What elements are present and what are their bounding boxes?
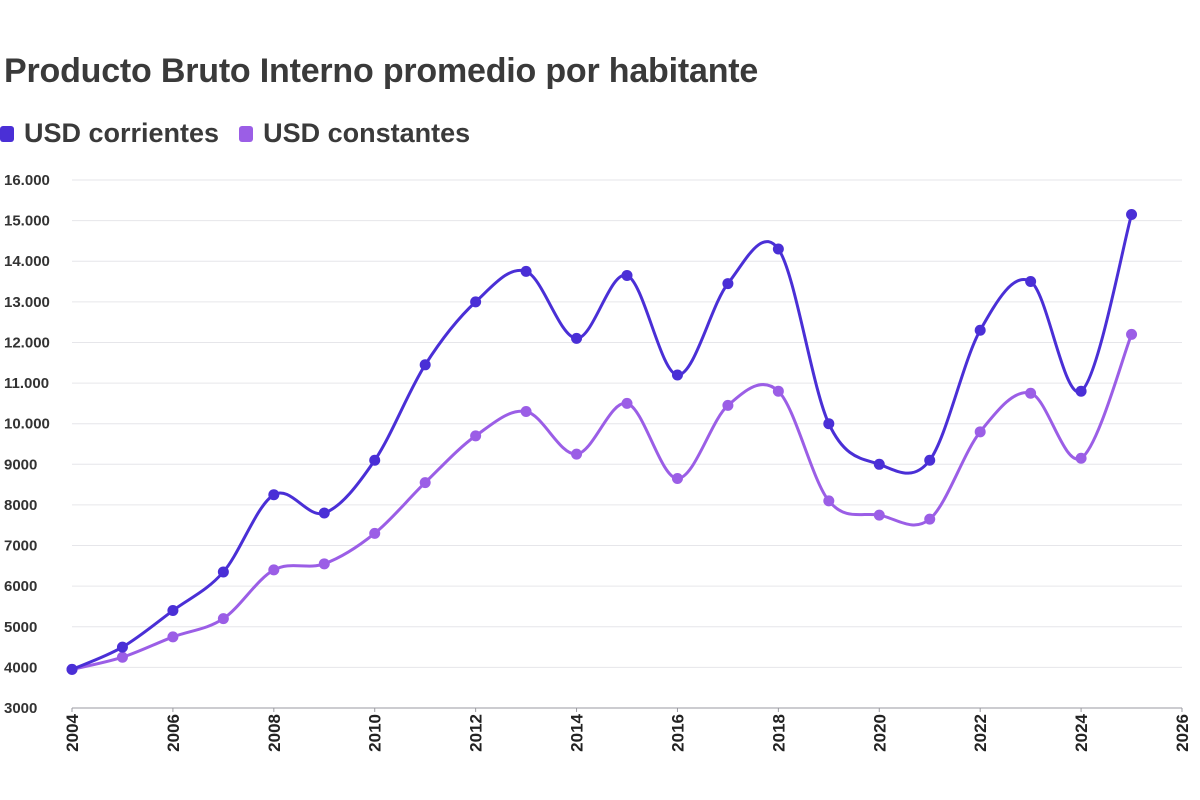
data-point-usd-constantes-2008[interactable]: [268, 564, 280, 576]
chart-title: Producto Bruto Interno promedio por habi…: [4, 52, 759, 90]
x-tick-label: 2022: [971, 714, 990, 752]
y-tick-label: 13.000: [4, 294, 50, 311]
data-point-usd-constantes-2013[interactable]: [520, 406, 532, 418]
y-tick-label: 4000: [4, 659, 37, 676]
data-point-usd-constantes-2010[interactable]: [369, 527, 381, 539]
x-tick-label: 2010: [366, 714, 385, 752]
legend-label-usd-constantes: USD constantes: [263, 118, 471, 148]
data-point-usd-corrientes-2015[interactable]: [621, 269, 633, 281]
data-point-usd-corrientes-2012[interactable]: [470, 296, 482, 308]
x-tick-label: 2006: [164, 714, 183, 752]
data-point-usd-constantes-2022[interactable]: [974, 426, 986, 438]
legend-label-usd-corrientes: USD corrientes: [24, 118, 220, 148]
data-point-usd-constantes-2016[interactable]: [671, 473, 683, 485]
x-tick-label: 2004: [63, 713, 82, 751]
series-line-usd-constantes: [70, 332, 1134, 671]
axes: 3000 4000 5000 6000 7000 8000 9000 10.000 11.000…: [4, 172, 1192, 752]
x-tick-label: 2024: [1072, 713, 1091, 751]
y-tick-label: 6000: [4, 578, 37, 595]
data-point-usd-corrientes-2022[interactable]: [974, 324, 986, 336]
data-point-usd-corrientes-2014[interactable]: [571, 332, 583, 344]
data-point-usd-corrientes-2016[interactable]: [671, 369, 683, 381]
data-point-usd-corrientes-2013[interactable]: [520, 265, 532, 277]
data-point-usd-corrientes-2023[interactable]: [1025, 276, 1037, 288]
legend: USD corrientes USD constantes: [0, 118, 490, 149]
x-tick-label: 2014: [568, 713, 587, 751]
data-point-usd-constantes-2005[interactable]: [116, 651, 128, 663]
data-point-usd-constantes-2024[interactable]: [1075, 452, 1087, 464]
data-point-usd-corrientes-2025[interactable]: [1126, 209, 1138, 221]
data-point-usd-constantes-2021[interactable]: [924, 513, 936, 525]
legend-swatch-usd-corrientes: [0, 125, 14, 142]
data-point-usd-constantes-2025[interactable]: [1126, 328, 1138, 340]
data-point-usd-constantes-2009[interactable]: [318, 558, 330, 570]
y-tick-label: 12.000: [4, 334, 50, 351]
data-point-usd-constantes-2018[interactable]: [772, 385, 784, 397]
data-point-usd-constantes-2019[interactable]: [823, 495, 835, 507]
data-point-usd-constantes-2007[interactable]: [217, 613, 229, 625]
y-tick-label: 3000: [4, 700, 37, 717]
y-tick-label: 15.000: [4, 213, 50, 230]
data-point-usd-corrientes-2018[interactable]: [772, 243, 784, 255]
data-point-usd-corrientes-2017[interactable]: [722, 278, 734, 290]
data-point-usd-constantes-2006[interactable]: [167, 631, 179, 643]
data-point-usd-corrientes-2009[interactable]: [318, 507, 330, 519]
data-point-usd-corrientes-2007[interactable]: [217, 566, 229, 578]
data-point-usd-constantes-2012[interactable]: [470, 430, 482, 442]
data-point-usd-corrientes-2021[interactable]: [924, 454, 936, 466]
data-point-usd-corrientes-2008[interactable]: [268, 489, 280, 501]
y-tick-label: 10.000: [4, 416, 50, 433]
data-point-usd-corrientes-2019[interactable]: [823, 418, 835, 430]
x-tick-label: 2012: [467, 714, 486, 752]
legend-item-usd-constantes[interactable]: USD constantes: [239, 118, 470, 149]
y-tick-label: 11.000: [4, 375, 49, 392]
y-tick-label: 16.000: [4, 172, 50, 189]
x-tick-label: 2008: [265, 714, 284, 752]
data-point-usd-corrientes-2005[interactable]: [116, 641, 128, 653]
legend-item-usd-corrientes[interactable]: USD corrientes: [0, 118, 219, 149]
data-point-usd-corrientes-2004[interactable]: [66, 663, 78, 675]
data-point-usd-constantes-2023[interactable]: [1025, 387, 1037, 399]
data-point-usd-constantes-2015[interactable]: [621, 397, 633, 409]
data-point-usd-corrientes-2006[interactable]: [167, 605, 179, 617]
y-tick-label: 14.000: [4, 253, 50, 270]
x-tick-label: 2020: [870, 714, 889, 752]
y-tick-label: 9000: [4, 456, 37, 473]
data-point-usd-corrientes-2010[interactable]: [369, 454, 381, 466]
y-tick-label: 7000: [4, 538, 37, 555]
y-tick-label: 8000: [4, 497, 37, 514]
data-point-usd-corrientes-2011[interactable]: [419, 359, 431, 371]
data-point-usd-constantes-2014[interactable]: [571, 448, 583, 460]
y-tick-label: 5000: [4, 619, 37, 636]
data-point-usd-constantes-2020[interactable]: [873, 509, 885, 521]
grid: [72, 179, 1182, 709]
legend-swatch-usd-constantes: [239, 125, 254, 142]
series: [66, 209, 1138, 675]
data-point-usd-constantes-2017[interactable]: [722, 399, 734, 411]
x-tick-label: 2016: [668, 714, 687, 752]
data-point-usd-corrientes-2020[interactable]: [873, 458, 885, 470]
data-point-usd-corrientes-2024[interactable]: [1075, 385, 1087, 397]
data-point-usd-constantes-2011[interactable]: [419, 477, 431, 489]
x-tick-label: 2018: [769, 714, 788, 752]
x-tick-label: 2026: [1173, 714, 1192, 752]
